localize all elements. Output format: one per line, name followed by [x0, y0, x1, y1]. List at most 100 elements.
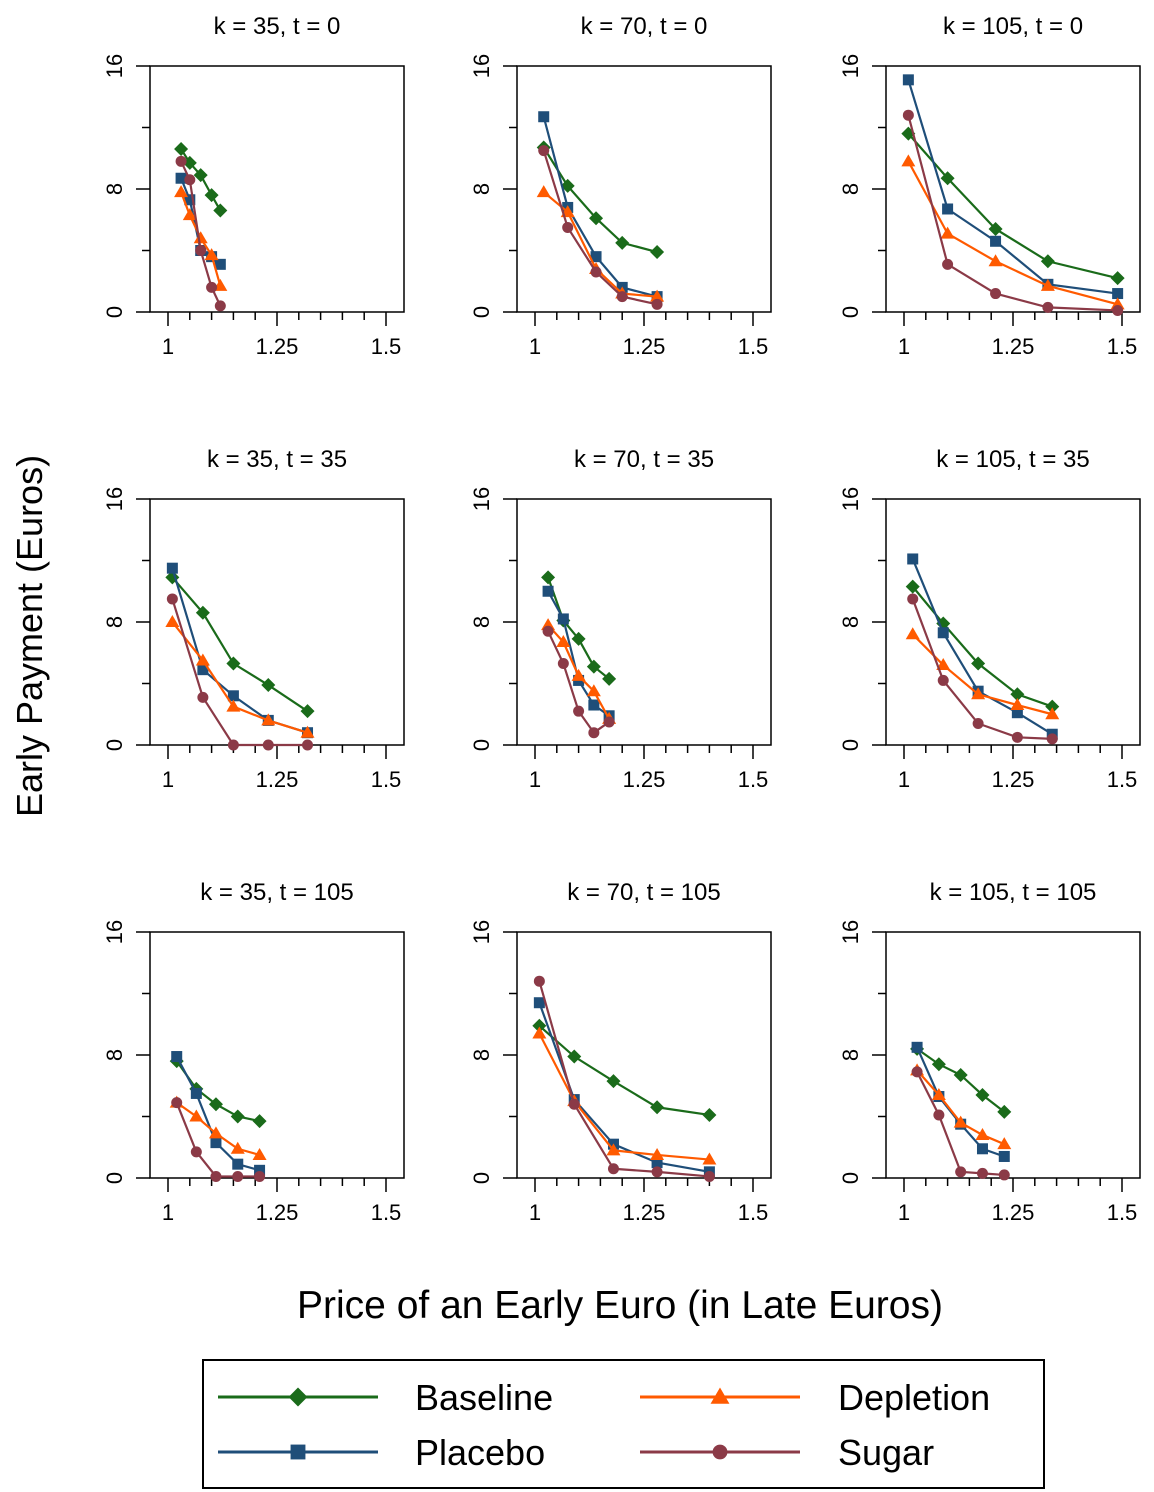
series-baseline — [165, 570, 315, 719]
data-point-sugar — [197, 691, 209, 703]
data-point-depletion — [988, 254, 1003, 267]
data-point-sugar — [1011, 731, 1023, 743]
data-point-placebo — [227, 690, 239, 702]
data-point-placebo — [254, 1164, 266, 1176]
data-point-placebo — [542, 585, 554, 597]
series-line-baseline — [171, 576, 309, 713]
data-point-baseline — [174, 142, 189, 157]
x-tick-label: 1 — [162, 767, 174, 792]
x-tick-label: 1.5 — [1107, 767, 1138, 792]
series-line-sugar — [907, 114, 1118, 312]
plot-frame — [516, 931, 772, 1179]
panels: k = 35, t = 0 0 8 16 1 1.25 1.5 k = 70, t = 0 0 8… — [102, 13, 1141, 1225]
panel-k-70-t-35: k = 70, t = 35 0 8 16 1 1.25 1.5 — [469, 446, 772, 792]
data-point-sugar — [206, 281, 218, 293]
series-line-depletion — [538, 1032, 710, 1161]
x-tick-label: 1.5 — [371, 334, 402, 359]
data-point-baseline — [702, 1107, 717, 1122]
data-point-baseline — [213, 203, 228, 218]
data-point-depletion — [901, 154, 916, 167]
data-point-depletion — [953, 1115, 968, 1128]
data-point-baseline — [300, 704, 315, 719]
plot-frame — [149, 65, 405, 313]
data-point-sugar — [942, 258, 954, 270]
data-point-placebo — [210, 1137, 222, 1149]
legend-entry-baseline: Baseline — [218, 1377, 553, 1418]
y-tick-label: 0 — [469, 1172, 494, 1184]
x-tick-label: 1.5 — [738, 1200, 769, 1225]
panel-k-105-t-35: k = 105, t = 35 0 8 16 1 1.25 1.5 — [838, 446, 1141, 792]
legend-entry-sugar: Sugar — [640, 1432, 934, 1473]
series-baseline — [169, 1054, 267, 1129]
data-point-sugar — [195, 245, 207, 256]
legend-marker-shape-depletion — [710, 1387, 730, 1404]
data-point-depletion — [230, 1141, 245, 1154]
data-point-depletion — [252, 1147, 267, 1160]
panel-title: k = 105, t = 0 — [943, 13, 1083, 40]
data-point-sugar — [557, 658, 569, 670]
y-tick-label: 16 — [102, 54, 127, 78]
legend-marker-shape-baseline — [288, 1387, 308, 1407]
data-point-depletion — [997, 1137, 1012, 1150]
data-point-baseline — [901, 126, 916, 141]
data-point-depletion — [905, 627, 920, 640]
panel-k-70-t-0: k = 70, t = 0 0 8 16 1 1.25 1.5 — [469, 13, 772, 359]
data-point-baseline — [602, 671, 617, 686]
x-tick-label: 1.25 — [256, 1200, 299, 1225]
data-point-depletion — [702, 1152, 717, 1165]
data-point-sugar — [902, 109, 914, 121]
legend-label-placebo: Placebo — [415, 1432, 545, 1473]
series-placebo — [902, 74, 1124, 300]
series-baseline — [541, 570, 617, 686]
y-tick-label: 0 — [838, 739, 863, 751]
data-point-baseline — [606, 1074, 621, 1089]
data-point-baseline — [940, 171, 955, 186]
series-depletion — [174, 185, 228, 291]
x-tick-label: 1 — [898, 767, 910, 792]
data-point-baseline — [1045, 699, 1060, 714]
data-point-depletion — [1045, 707, 1060, 720]
data-point-depletion — [586, 684, 601, 697]
y-tick-label: 8 — [102, 616, 127, 628]
series-depletion — [532, 1026, 717, 1165]
series-line-placebo — [907, 79, 1118, 295]
data-point-sugar — [955, 1166, 967, 1178]
data-point-baseline — [208, 1097, 223, 1112]
x-tick-label: 1.5 — [738, 767, 769, 792]
data-point-baseline — [532, 1018, 547, 1033]
data-point-depletion — [300, 725, 315, 738]
data-point-depletion — [971, 687, 986, 700]
x-tick-label: 1 — [162, 1200, 174, 1225]
x-tick-label: 1.25 — [992, 767, 1035, 792]
y-tick-label: 16 — [469, 54, 494, 78]
data-point-placebo — [184, 194, 196, 206]
data-point-baseline — [226, 656, 241, 671]
legend-marker-shape-placebo — [290, 1444, 306, 1460]
y-tick-label: 0 — [469, 306, 494, 318]
plot-frame — [149, 931, 405, 1179]
data-point-depletion — [571, 668, 586, 681]
data-point-depletion — [174, 185, 189, 198]
legend-label-baseline: Baseline — [415, 1377, 553, 1418]
data-point-placebo — [976, 1143, 988, 1155]
data-point-placebo — [171, 1051, 183, 1063]
data-point-sugar — [538, 145, 550, 157]
data-point-sugar — [588, 727, 600, 739]
data-point-depletion — [606, 1143, 621, 1156]
data-point-sugar — [972, 717, 984, 729]
x-tick-label: 1.5 — [1107, 334, 1138, 359]
data-point-placebo — [557, 613, 569, 625]
legend-entry-depletion: Depletion — [640, 1377, 990, 1418]
x-tick-label: 1.25 — [256, 767, 299, 792]
data-point-sugar — [933, 1109, 945, 1121]
data-point-sugar — [190, 1146, 202, 1158]
data-point-sugar — [616, 291, 628, 303]
data-point-sugar — [651, 298, 663, 310]
data-point-placebo — [197, 664, 209, 676]
x-tick-label: 1.5 — [371, 767, 402, 792]
series-line-baseline — [547, 577, 610, 680]
data-point-sugar — [911, 1066, 923, 1078]
series-placebo — [542, 585, 615, 722]
y-tick-label: 8 — [102, 183, 127, 195]
